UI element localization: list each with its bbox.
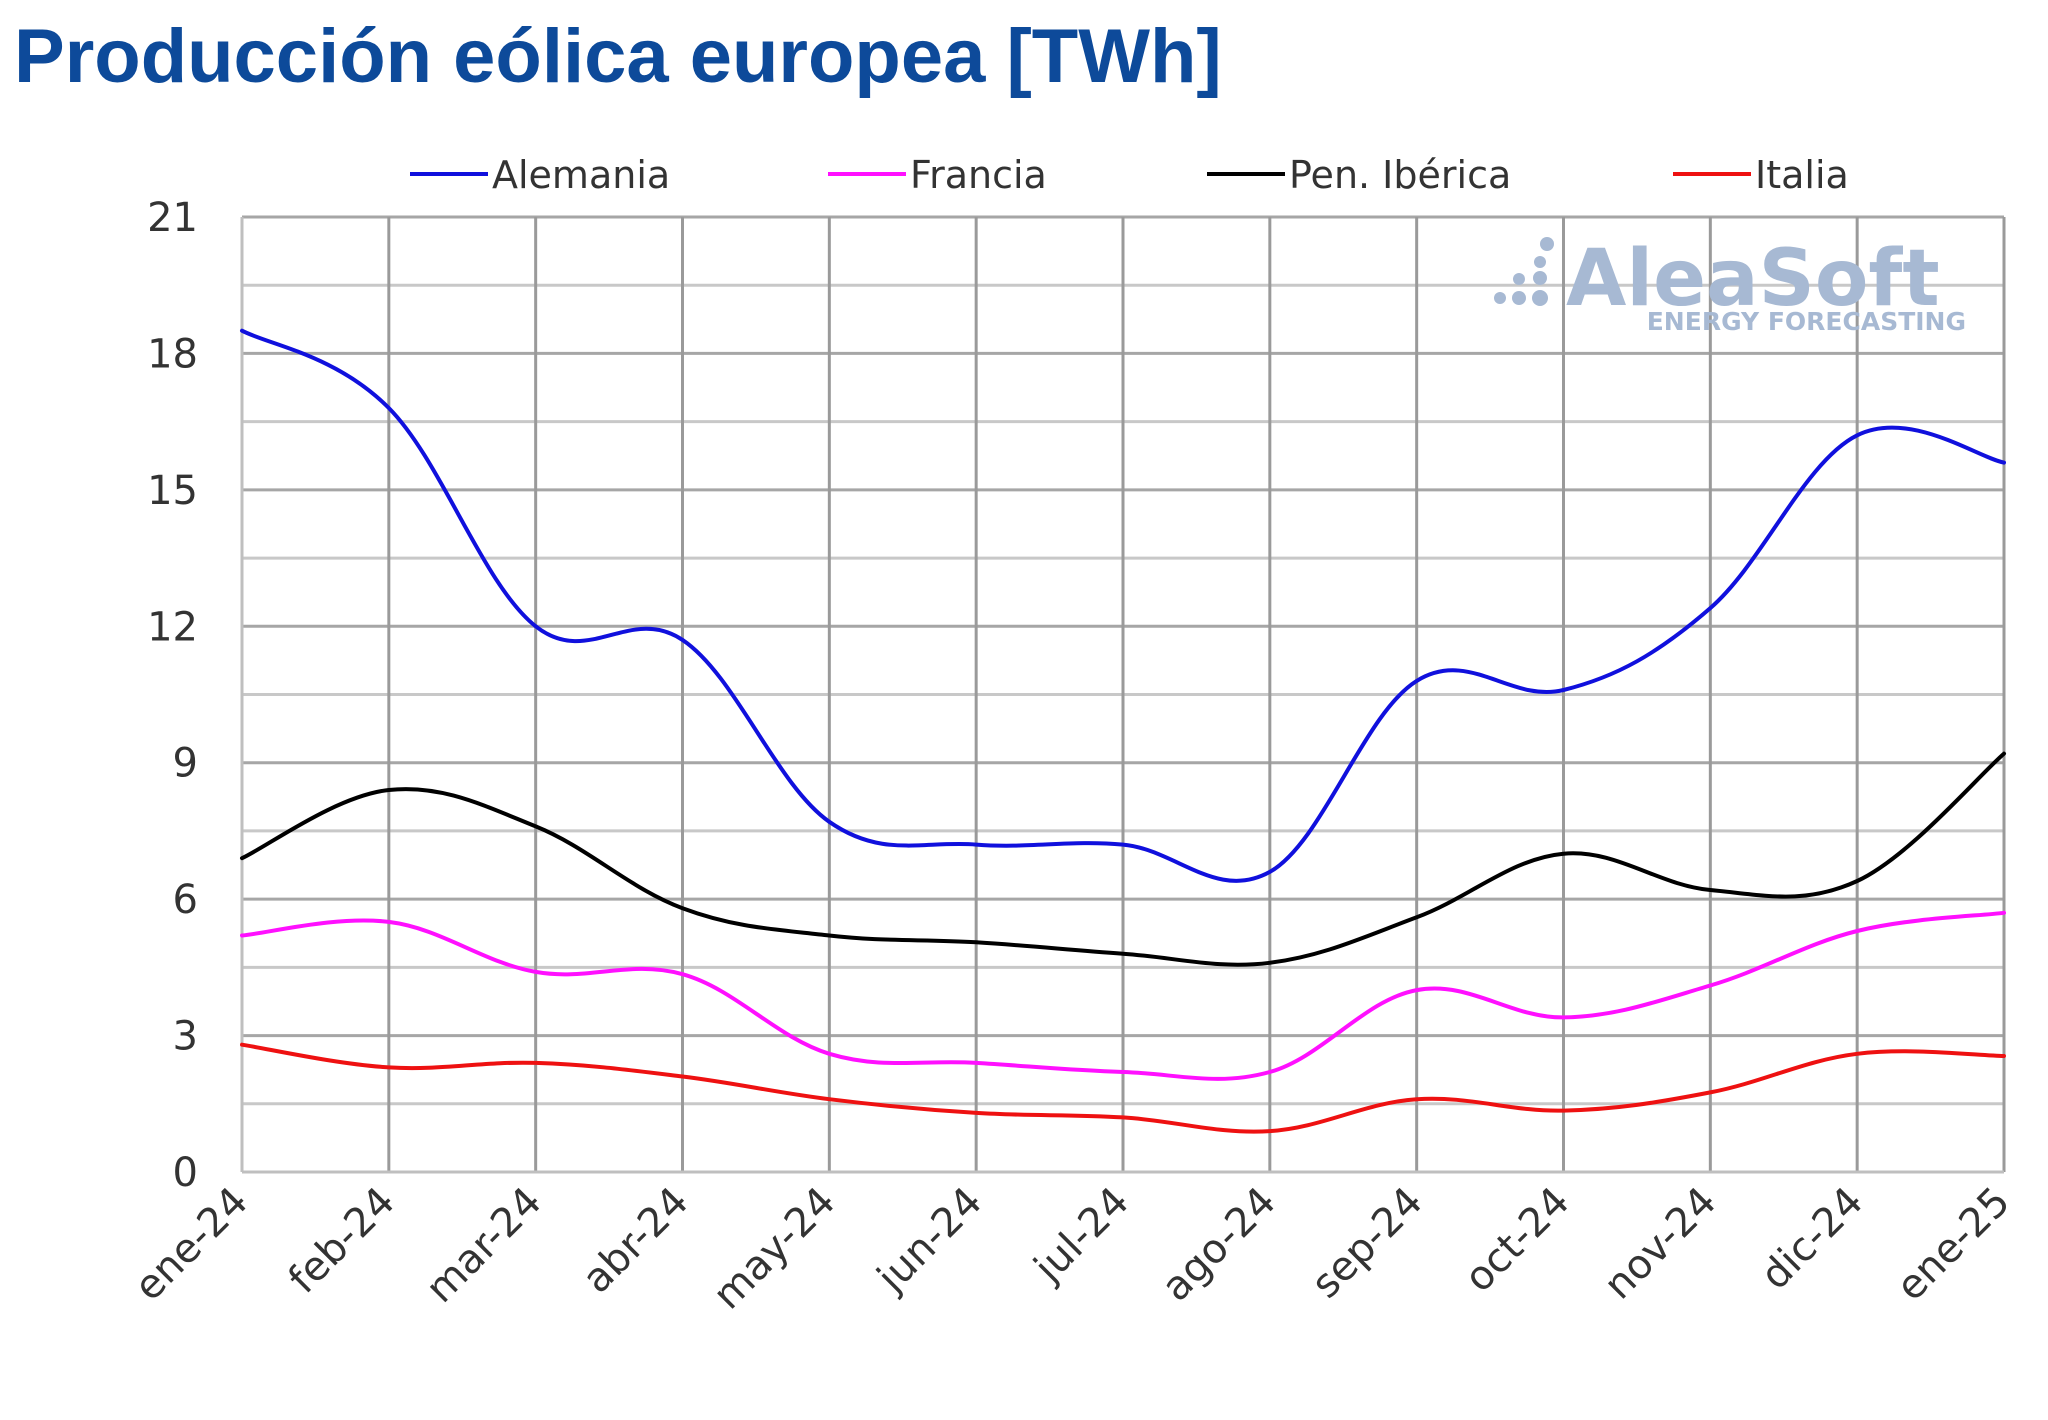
x-tick-label: may-24 [705,1179,845,1319]
x-tick-label: oct-24 [1456,1179,1579,1302]
chart-title: Producción eólica europea [TWh] [14,14,1222,99]
x-tick-label: nov-24 [1595,1179,1725,1309]
legend-label-alemania: Alemania [492,153,670,197]
logo-dot-0 [1494,292,1506,304]
series-line-francia [240,910,2006,1081]
x-tick-labels: ene-24 feb-24 mar-24 abr-24 may-24 jun-24 jul-… [126,1179,2019,1319]
logo-dot-3 [1533,271,1547,285]
grid [242,215,2006,1172]
y-tick-label: 0 [173,1150,198,1196]
logo-dot-5 [1513,273,1525,285]
x-tick-label: ene-24 [126,1179,257,1310]
watermark-tagline: ENERGY FORECASTING [1647,307,1966,336]
logo-dot-1 [1512,291,1526,305]
series-lines [240,328,2006,1134]
logo-dot-4 [1534,256,1546,268]
y-tick-label: 6 [173,877,198,923]
legend-label-pen-ib-rica: Pen. Ibérica [1289,153,1511,197]
x-tick-label: mar-24 [417,1179,550,1312]
logo-dot-2 [1532,290,1548,306]
logo-dot-6 [1540,237,1554,251]
y-tick-label: 21 [147,195,198,241]
legend: Alemania Francia Pen. Ibérica Italia [410,153,1849,197]
x-tick-label: dic-24 [1752,1179,1872,1299]
axes [240,217,2004,1174]
x-tick-label: jul-24 [1025,1179,1138,1292]
y-tick-label: 15 [147,468,198,514]
x-tick-label: jun-24 [868,1179,991,1302]
x-tick-label: ago-24 [1153,1179,1285,1311]
x-tick-label: abr-24 [574,1179,698,1303]
x-tick-label: feb-24 [280,1179,404,1303]
watermark-brand: AleaSoft [1566,234,1940,324]
legend-label-francia: Francia [910,153,1047,197]
y-tick-label: 9 [173,741,198,787]
series-line-alemania [240,328,2006,883]
legend-label-italia: Italia [1755,153,1849,197]
y-tick-label: 3 [173,1014,198,1060]
x-tick-label: sep-24 [1303,1179,1432,1308]
y-tick-label: 12 [147,604,198,650]
watermark-logo: AleaSoft ENERGY FORECASTING [1494,234,1966,336]
series-line-pen-ib-rica [240,751,2006,967]
y-tick-label: 18 [147,331,198,377]
logo-dots-icon [1494,237,1554,306]
series-line-italia [240,1042,2006,1134]
x-tick-label: ene-25 [1888,1179,2019,1310]
y-tick-labels: 0 3 6 9 12 15 18 21 [147,195,198,1196]
